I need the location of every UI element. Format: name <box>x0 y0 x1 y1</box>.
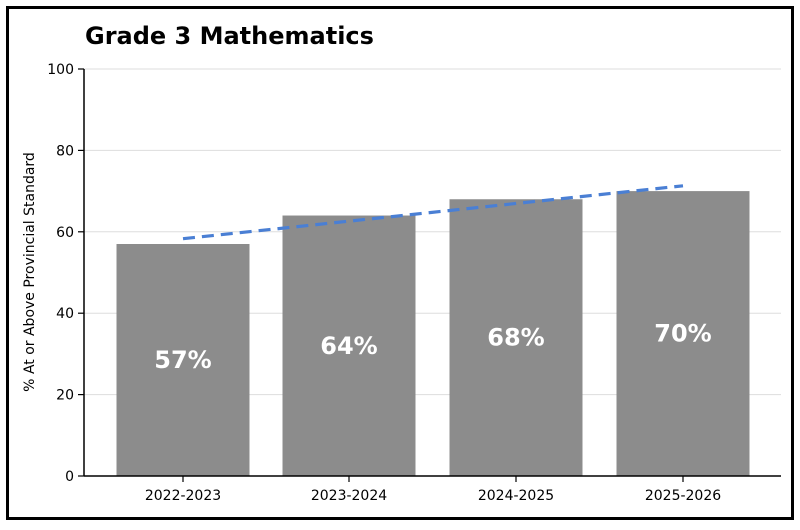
y-axis-label: % At or Above Provincial Standard <box>22 152 38 392</box>
bar <box>616 191 750 476</box>
x-tick-label: 2024-2025 <box>478 488 554 504</box>
data-label: 64% <box>320 332 377 360</box>
data-label: 57% <box>154 346 211 374</box>
bar <box>449 199 583 477</box>
axes <box>83 69 781 477</box>
data-labels: 57% 64% 68% 70% <box>154 320 711 374</box>
x-tick-label: 2022-2023 <box>145 488 221 504</box>
y-tick-label: 60 <box>56 225 74 241</box>
y-tick-label: 80 <box>56 143 74 159</box>
trendline <box>182 184 684 241</box>
chart-title: Grade 3 Mathematics <box>85 22 374 50</box>
y-tick-label: 100 <box>47 62 74 78</box>
bar <box>282 215 416 476</box>
x-ticks: 2022-2023 2023-2024 2024-2025 2025-2026 <box>145 476 721 504</box>
bars <box>116 191 750 477</box>
y-tick-label: 20 <box>56 388 74 404</box>
bar <box>116 244 250 476</box>
data-label: 68% <box>487 324 544 352</box>
y-tick-label: 0 <box>65 469 74 485</box>
x-tick-label: 2023-2024 <box>311 488 387 504</box>
trend-line <box>182 184 684 241</box>
y-ticks: 0 20 40 60 80 100 <box>47 62 84 485</box>
data-label: 70% <box>654 320 711 348</box>
y-tick-label: 40 <box>56 306 74 322</box>
x-tick-label: 2025-2026 <box>645 488 721 504</box>
